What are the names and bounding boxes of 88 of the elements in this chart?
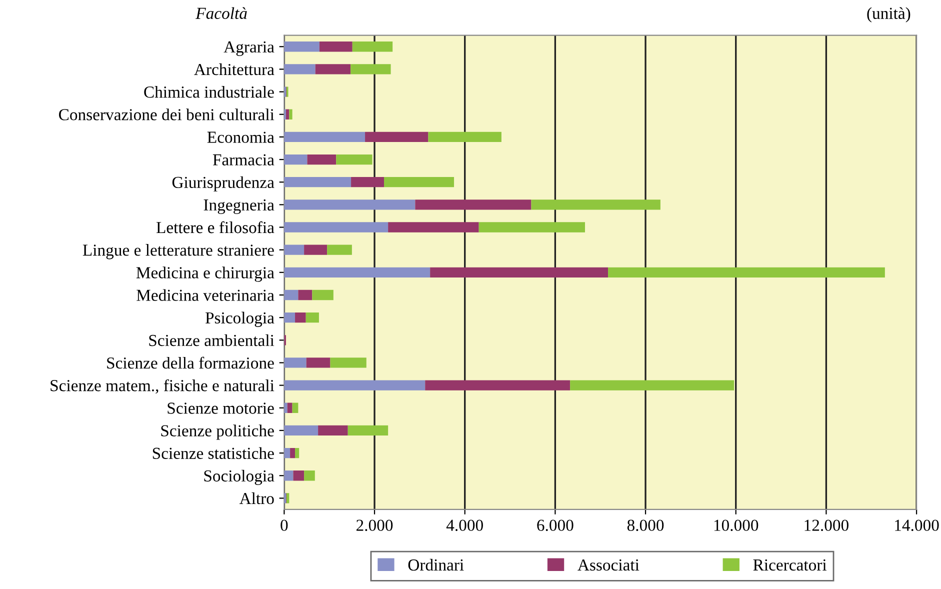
bar (531, 200, 660, 210)
bar (290, 448, 296, 458)
bar (284, 132, 366, 142)
y-tick-label: Scienze della formazione (107, 356, 274, 369)
y-tick-label: Lingue e letterature straniere (82, 244, 274, 260)
bar (319, 42, 352, 52)
y-tick-label: Lettere e filosofia (156, 221, 274, 234)
bar (298, 290, 312, 300)
x-tick-label: 14.000 (895, 520, 939, 532)
y-tick-label: Scienze politiche (161, 424, 274, 440)
bar (428, 132, 502, 142)
y-tick-label: Altro (239, 492, 274, 504)
y-tick-label: Ingegneria (204, 199, 274, 214)
bar (312, 290, 334, 300)
bar (330, 358, 366, 368)
bar (307, 154, 336, 165)
bar (336, 154, 372, 165)
y-axis-title: Facoltà (196, 7, 247, 20)
bar (430, 267, 608, 278)
bar (306, 358, 330, 368)
bar (284, 290, 298, 300)
bar (350, 64, 391, 74)
bar (352, 42, 393, 52)
y-tick-label: Psicologia (205, 312, 274, 327)
bar (284, 42, 320, 52)
legend-label: Ordinari (408, 558, 464, 571)
bar (284, 380, 426, 390)
y-tick-label: Scienze ambientali (149, 334, 274, 346)
bar (284, 470, 294, 481)
text: (unità) (867, 7, 910, 22)
bar (365, 132, 428, 142)
y-tick-label: Giurisprudenza (172, 176, 274, 192)
bar (478, 222, 585, 232)
bar (284, 448, 290, 458)
x-tick-label: 10.000 (714, 520, 758, 532)
bar (570, 380, 734, 390)
bar (284, 358, 306, 368)
x-tick-label: 6.000 (537, 520, 574, 532)
y-tick-label: Scienze statistiche (152, 447, 274, 459)
bar (295, 448, 300, 458)
bar (304, 470, 315, 481)
bar (284, 425, 318, 436)
y-tick-label: Sociologia (204, 470, 274, 485)
y-tick-label: Economia (207, 132, 274, 143)
bar (284, 200, 416, 210)
y-tick-label: Architettura (194, 63, 274, 76)
bar (284, 312, 296, 323)
bar (315, 64, 351, 74)
bar (284, 64, 316, 74)
bar (351, 177, 384, 188)
y-tick-label: Farmacia (212, 154, 274, 166)
legend-label: Associati (578, 559, 640, 571)
bar (284, 177, 352, 188)
bar (327, 244, 352, 255)
y-tick-label: Scienze motorie (168, 402, 274, 414)
x-tick-label: 4.000 (446, 520, 483, 532)
bar (415, 200, 532, 210)
x-tick-label: 0 (280, 520, 288, 531)
bar (348, 425, 388, 436)
bar (284, 402, 288, 413)
y-tick-label: Scienze matem., fisiche e naturali (50, 379, 274, 394)
x-tick-label: 2.000 (356, 520, 393, 532)
bar (388, 222, 479, 232)
legend-label: Ricercatori (753, 559, 827, 571)
bar (304, 244, 328, 255)
y-tick-label: Medicina e chirurgia (136, 266, 274, 282)
bar (284, 244, 304, 255)
bar (289, 109, 292, 120)
bar (384, 177, 454, 188)
bar (292, 402, 298, 413)
bar (295, 312, 306, 323)
bar (284, 267, 430, 278)
y-tick-label: Agraria (224, 41, 274, 56)
y-tick-label: Chimica industriale (144, 86, 274, 98)
x-tick-label: 12.000 (804, 520, 848, 532)
bar (286, 493, 290, 504)
bar (318, 425, 348, 436)
x-tick-label: 8.000 (627, 520, 664, 532)
y-tick-label: Medicina veterinaria (136, 289, 274, 301)
bar (287, 402, 292, 413)
bar (284, 222, 388, 232)
bar (425, 380, 570, 390)
bar (608, 267, 885, 278)
bar (306, 312, 319, 323)
bar (284, 154, 308, 165)
y-tick-label: Conservazione dei beni culturali (59, 108, 274, 120)
bar (293, 470, 304, 481)
bar (286, 109, 290, 120)
